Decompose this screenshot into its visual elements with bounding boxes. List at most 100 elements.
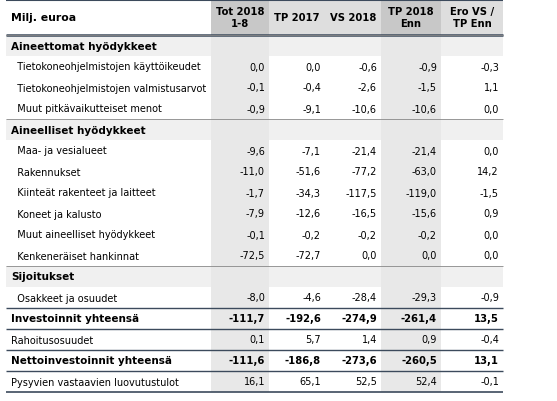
Text: 1,1: 1,1: [483, 83, 499, 93]
Bar: [211, 120, 269, 141]
Bar: [381, 225, 441, 245]
Text: 0,9: 0,9: [422, 335, 437, 344]
Text: -111,6: -111,6: [228, 356, 265, 366]
Text: 52,5: 52,5: [355, 377, 377, 387]
Bar: [211, 266, 269, 287]
Text: -274,9: -274,9: [341, 314, 377, 324]
Text: -29,3: -29,3: [412, 293, 437, 303]
Text: -1,7: -1,7: [246, 188, 265, 198]
Text: 16,1: 16,1: [243, 377, 265, 387]
Bar: [6, 36, 503, 57]
Text: -1,5: -1,5: [480, 188, 499, 198]
Text: Tietokoneohjelmistojen valmistusarvot: Tietokoneohjelmistojen valmistusarvot: [11, 83, 206, 93]
Text: 5,7: 5,7: [305, 335, 321, 344]
Bar: [6, 266, 503, 287]
Text: 0,0: 0,0: [422, 251, 437, 261]
Bar: [211, 0, 269, 36]
Bar: [381, 350, 441, 371]
Bar: [6, 78, 503, 99]
Bar: [211, 162, 269, 182]
Text: -77,2: -77,2: [351, 167, 377, 177]
Bar: [381, 162, 441, 182]
Text: Aineelliset hyödykkeet: Aineelliset hyödykkeet: [11, 125, 145, 135]
Bar: [381, 120, 441, 141]
Bar: [325, 0, 381, 36]
Bar: [381, 287, 441, 308]
Bar: [6, 99, 503, 120]
Text: -0,4: -0,4: [480, 335, 499, 344]
Text: -28,4: -28,4: [352, 293, 377, 303]
Text: Osakkeet ja osuudet: Osakkeet ja osuudet: [11, 293, 118, 303]
Text: -111,7: -111,7: [229, 314, 265, 324]
Text: -0,9: -0,9: [246, 104, 265, 114]
Bar: [6, 57, 503, 78]
Text: Ero VS /
TP Enn: Ero VS / TP Enn: [450, 7, 494, 29]
Bar: [211, 203, 269, 225]
Text: Sijoitukset: Sijoitukset: [11, 272, 74, 282]
Bar: [6, 182, 503, 203]
Bar: [381, 308, 441, 329]
Bar: [6, 225, 503, 245]
Text: 0,0: 0,0: [250, 62, 265, 72]
Bar: [381, 371, 441, 392]
Text: Investoinnit yhteensä: Investoinnit yhteensä: [11, 314, 139, 324]
Text: -11,0: -11,0: [240, 167, 265, 177]
Text: -0,2: -0,2: [302, 230, 321, 240]
Bar: [211, 141, 269, 162]
Bar: [381, 329, 441, 350]
Bar: [381, 99, 441, 120]
Text: Muut pitkävaikutteiset menot: Muut pitkävaikutteiset menot: [11, 104, 162, 114]
Text: Kiinteät rakenteet ja laitteet: Kiinteät rakenteet ja laitteet: [11, 188, 155, 198]
Text: -0,1: -0,1: [246, 83, 265, 93]
Text: -2,6: -2,6: [358, 83, 377, 93]
Text: Maa- ja vesialueet: Maa- ja vesialueet: [11, 146, 107, 156]
Text: Pysyvien vastaavien luovutustulot: Pysyvien vastaavien luovutustulot: [11, 377, 179, 387]
Bar: [6, 141, 503, 162]
Text: -0,4: -0,4: [302, 83, 321, 93]
Text: Nettoinvestoinnit yhteensä: Nettoinvestoinnit yhteensä: [11, 356, 172, 366]
Bar: [6, 203, 503, 225]
Bar: [381, 36, 441, 57]
Text: -15,6: -15,6: [412, 209, 437, 219]
Text: -8,0: -8,0: [246, 293, 265, 303]
Text: -260,5: -260,5: [401, 356, 437, 366]
Text: -9,6: -9,6: [246, 146, 265, 156]
Text: -7,9: -7,9: [246, 209, 265, 219]
Text: -51,6: -51,6: [296, 167, 321, 177]
Text: 0,1: 0,1: [250, 335, 265, 344]
Text: -9,1: -9,1: [302, 104, 321, 114]
Text: -0,9: -0,9: [418, 62, 437, 72]
Bar: [6, 329, 503, 350]
Bar: [381, 78, 441, 99]
Bar: [211, 350, 269, 371]
Text: -0,3: -0,3: [480, 62, 499, 72]
Text: 13,5: 13,5: [474, 314, 499, 324]
Text: -0,1: -0,1: [246, 230, 265, 240]
Text: 0,0: 0,0: [483, 146, 499, 156]
Text: 0,0: 0,0: [483, 230, 499, 240]
Text: 0,0: 0,0: [306, 62, 321, 72]
Text: Rahoitusosuudet: Rahoitusosuudet: [11, 335, 93, 344]
Text: 13,1: 13,1: [474, 356, 499, 366]
Bar: [6, 245, 503, 266]
Bar: [211, 371, 269, 392]
Text: Tot 2018
1-8: Tot 2018 1-8: [216, 7, 264, 29]
Text: -1,5: -1,5: [418, 83, 437, 93]
Text: -63,0: -63,0: [412, 167, 437, 177]
Bar: [381, 182, 441, 203]
Text: TP 2017: TP 2017: [274, 13, 320, 23]
Text: -0,9: -0,9: [480, 293, 499, 303]
Bar: [6, 120, 503, 141]
Bar: [381, 141, 441, 162]
Bar: [381, 266, 441, 287]
Bar: [441, 0, 503, 36]
Text: -0,1: -0,1: [480, 377, 499, 387]
Bar: [211, 57, 269, 78]
Text: -4,6: -4,6: [302, 293, 321, 303]
Text: Rakennukset: Rakennukset: [11, 167, 81, 177]
Text: 0,0: 0,0: [483, 251, 499, 261]
Text: 0,0: 0,0: [361, 251, 377, 261]
Bar: [211, 308, 269, 329]
Text: -21,4: -21,4: [412, 146, 437, 156]
Bar: [211, 225, 269, 245]
